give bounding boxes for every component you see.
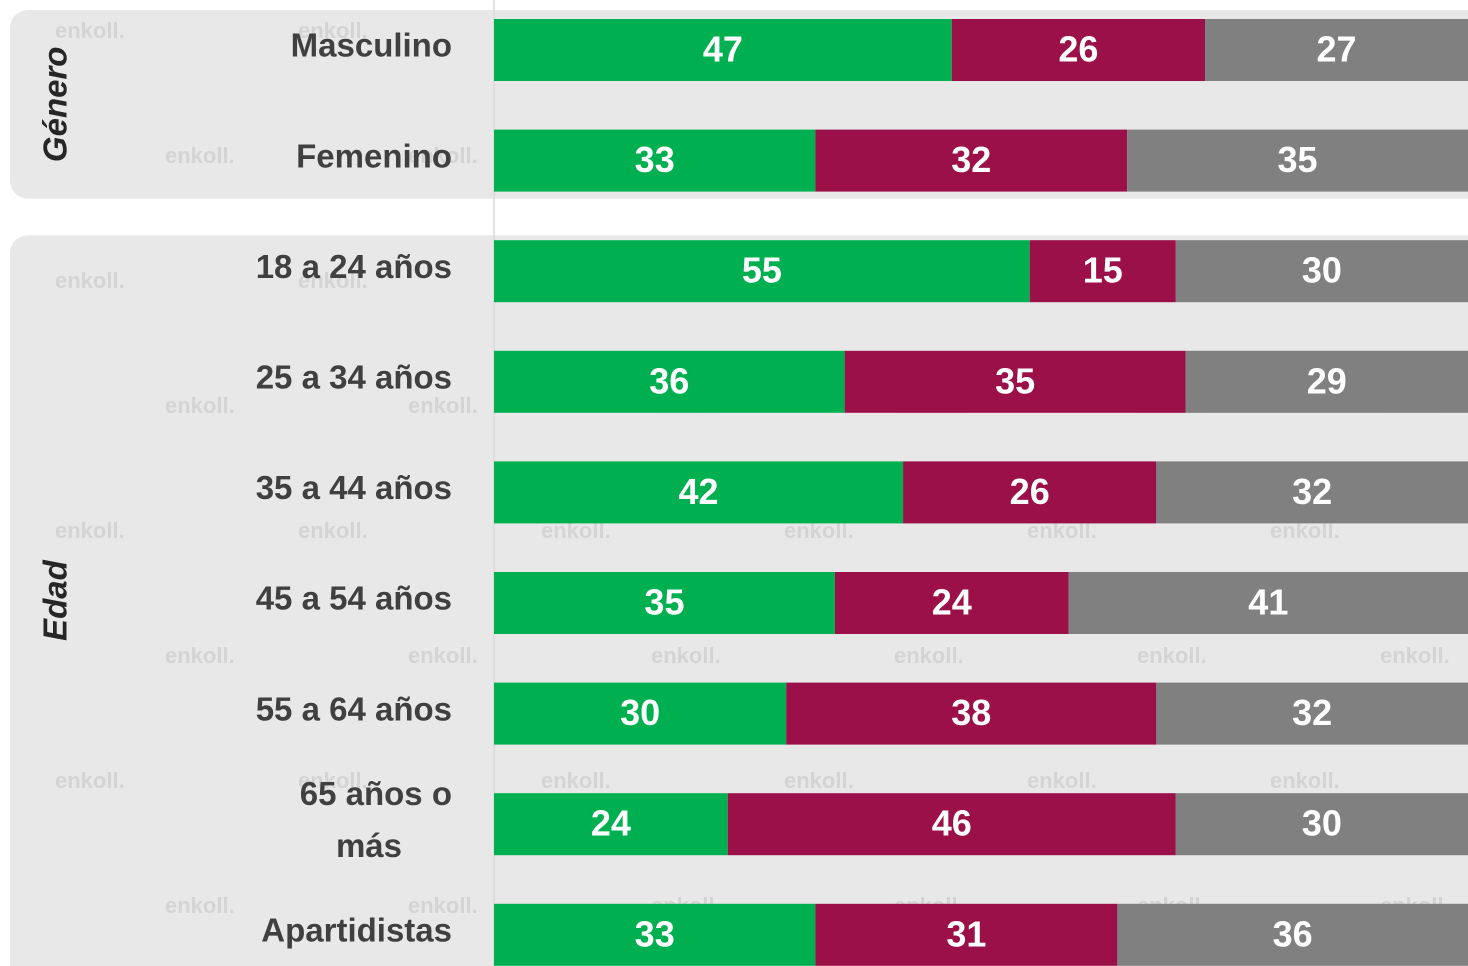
watermark: enkoll.	[894, 643, 964, 668]
value-label: 32	[1292, 471, 1332, 512]
watermark: enkoll.	[165, 393, 235, 418]
watermark: enkoll.	[298, 18, 368, 43]
value-label: 29	[1307, 360, 1347, 401]
bar-segment	[903, 461, 1157, 524]
value-label: 47	[703, 29, 743, 70]
bar-segment	[1029, 240, 1176, 303]
watermark: enkoll.	[541, 768, 611, 793]
category-label: Apartidistas	[261, 912, 452, 949]
category-label: 18 a 24 años	[256, 248, 452, 285]
bar-segment	[1185, 350, 1468, 413]
bar-segment	[494, 903, 816, 966]
category-label: 45 a 54 años	[256, 580, 452, 617]
value-label: 32	[1292, 692, 1332, 733]
bar-segment	[844, 350, 1186, 413]
watermark: enkoll.	[1027, 768, 1097, 793]
bar-segment	[815, 903, 1118, 966]
watermark: enkoll.	[55, 18, 125, 43]
value-label: 31	[946, 913, 986, 954]
category-label: 35 a 44 años	[256, 469, 452, 506]
bar-segment	[1156, 682, 1468, 745]
watermark: enkoll.	[651, 643, 721, 668]
bar-segment	[494, 129, 816, 192]
watermark: enkoll.	[298, 768, 368, 793]
bar-segment	[494, 461, 904, 524]
watermark: enkoll.	[165, 143, 235, 168]
bar-segment	[1205, 19, 1468, 81]
value-label: 24	[591, 803, 631, 844]
bar-segment	[494, 572, 835, 634]
bar-segment	[1175, 240, 1468, 303]
bar-segment	[494, 240, 1030, 303]
bar-segment	[1175, 793, 1468, 856]
value-label: 35	[644, 582, 684, 623]
watermark: enkoll.	[165, 643, 235, 668]
value-label: 27	[1316, 29, 1356, 70]
watermark: enkoll.	[55, 268, 125, 293]
watermark: enkoll.	[408, 143, 478, 168]
watermark: enkoll.	[298, 518, 368, 543]
group-label: Edad	[37, 559, 74, 641]
bar-segment	[494, 682, 787, 745]
bar-segment	[815, 129, 1128, 192]
category-label: Masculino	[291, 27, 452, 64]
bar-segment	[834, 572, 1069, 634]
bar-segment	[1156, 461, 1468, 524]
category-label: 55 a 64 años	[256, 690, 452, 727]
value-label: 35	[1278, 139, 1318, 180]
bar-segment	[1117, 903, 1468, 966]
value-label: 55	[742, 250, 782, 291]
value-label: 42	[679, 471, 719, 512]
watermark: enkoll.	[784, 768, 854, 793]
value-label: 41	[1248, 582, 1288, 623]
value-label: 24	[932, 582, 972, 623]
watermark: enkoll.	[408, 643, 478, 668]
watermark: enkoll.	[408, 893, 478, 918]
category-label: Femenino	[296, 137, 452, 174]
category-label: 65 años o más	[300, 775, 452, 864]
value-label: 33	[635, 139, 675, 180]
watermark: enkoll.	[55, 768, 125, 793]
value-label: 36	[649, 360, 689, 401]
bar-segment	[494, 793, 728, 856]
bar-segment	[494, 19, 952, 81]
value-label: 30	[1302, 250, 1342, 291]
watermark: enkoll.	[1380, 643, 1450, 668]
value-label: 46	[932, 803, 972, 844]
group-label: Género	[37, 47, 74, 163]
value-label: 38	[951, 692, 991, 733]
value-label: 26	[1058, 29, 1098, 70]
bar-segment	[951, 19, 1206, 81]
category-label: 25 a 34 años	[256, 359, 452, 396]
bar-segment	[1127, 129, 1468, 192]
value-label: 33	[635, 913, 675, 954]
watermark: enkoll.	[1270, 768, 1340, 793]
watermark: enkoll.	[408, 393, 478, 418]
value-label: 30	[1302, 803, 1342, 844]
bar-segment	[1068, 572, 1468, 634]
value-label: 36	[1273, 913, 1313, 954]
bar-segment	[727, 793, 1176, 856]
value-label: 30	[620, 692, 660, 733]
value-label: 35	[995, 360, 1035, 401]
value-label: 32	[951, 139, 991, 180]
bar-segment	[786, 682, 1157, 745]
value-label: 15	[1083, 250, 1123, 291]
bar-segment	[494, 350, 845, 413]
value-label: 26	[1010, 471, 1050, 512]
watermark: enkoll.	[298, 268, 368, 293]
watermark: enkoll.	[165, 893, 235, 918]
watermark: enkoll.	[1137, 643, 1207, 668]
watermark: enkoll.	[55, 518, 125, 543]
